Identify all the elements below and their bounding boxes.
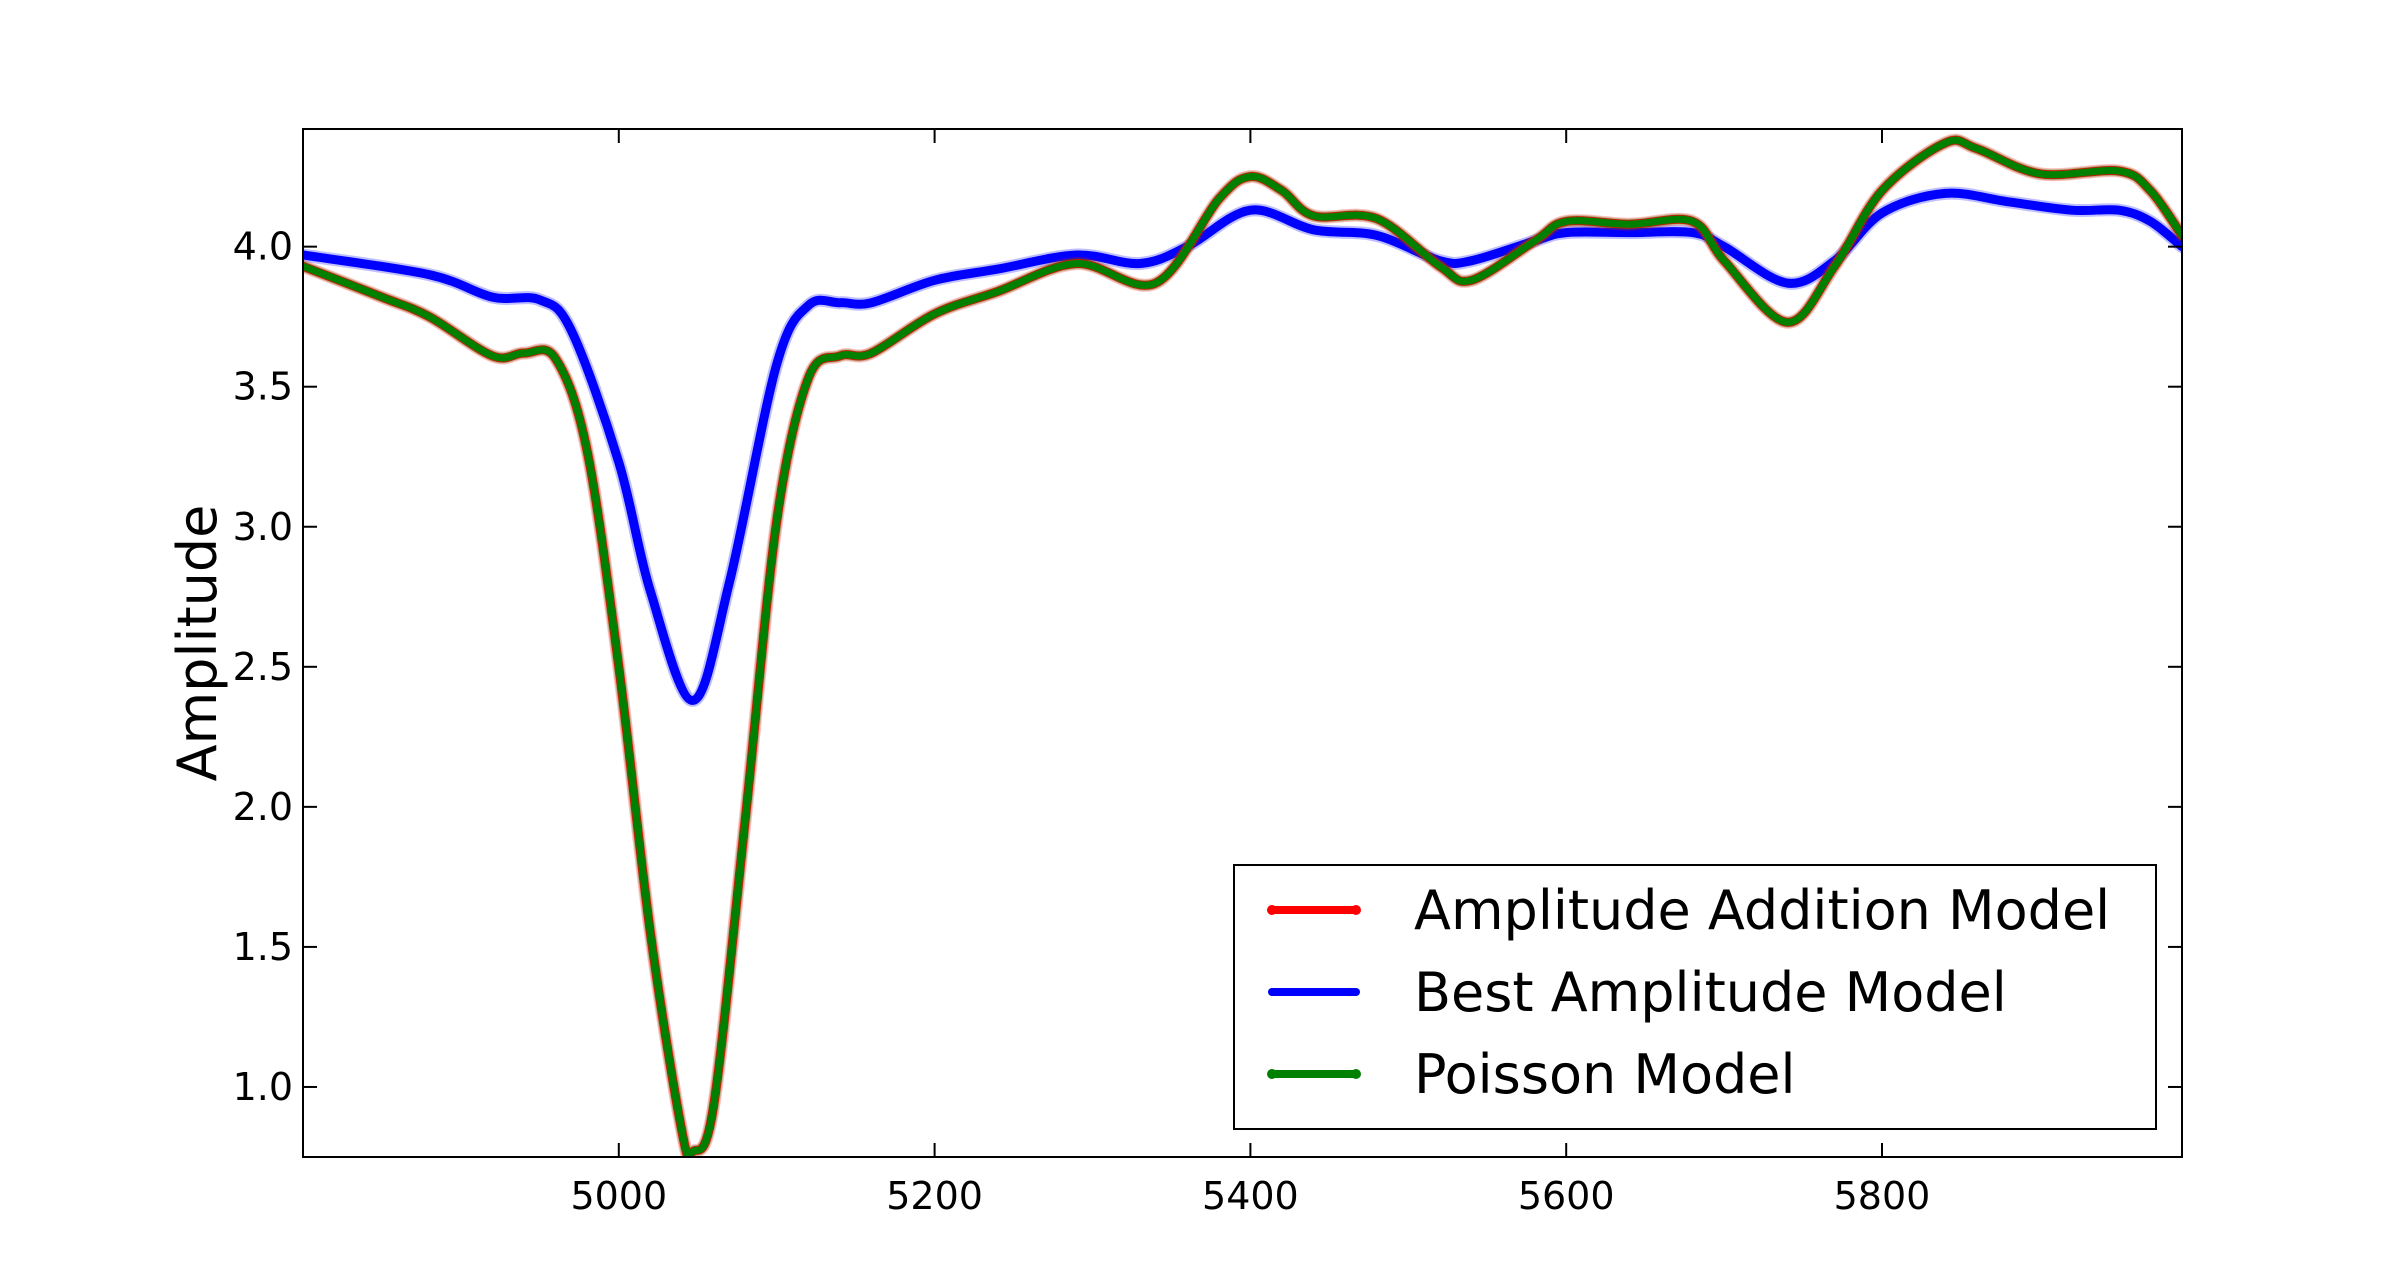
legend-marker bbox=[1267, 1069, 1277, 1079]
y-tick-label: 2.0 bbox=[233, 785, 293, 829]
series-line-poisson-model bbox=[303, 136, 2182, 1157]
x-tick-label: 5800 bbox=[1834, 1174, 1931, 1218]
legend-label-best-amplitude-model: Best Amplitude Model bbox=[1414, 961, 2007, 1024]
y-tick-label: 4.0 bbox=[233, 225, 293, 269]
y-tick-label: 1.0 bbox=[233, 1065, 293, 1109]
axis-ticks bbox=[303, 129, 2182, 1157]
legend-box bbox=[1233, 864, 2157, 1130]
series-line-best-amplitude-model bbox=[303, 188, 2182, 705]
y-tick-label: 3.5 bbox=[233, 365, 293, 409]
x-tick-label: 5600 bbox=[1518, 1174, 1615, 1218]
x-tick-label: 5400 bbox=[1202, 1174, 1299, 1218]
y-axis-label: Amplitude bbox=[166, 505, 229, 782]
x-tick-labels: 5000 5200 5400 5600 5800 bbox=[570, 1174, 1930, 1218]
legend-label-poisson-model: Poisson Model bbox=[1414, 1043, 1796, 1106]
x-tick-label: 5000 bbox=[570, 1174, 667, 1218]
legend-label-amplitude-addition-model: Amplitude Addition Model bbox=[1414, 879, 2110, 942]
y-tick-labels: 1.0 1.5 2.0 2.5 3.0 3.5 4.0 bbox=[233, 225, 293, 1109]
legend-marker bbox=[1267, 905, 1277, 915]
legend-marker bbox=[1351, 905, 1361, 915]
y-tick-label: 2.5 bbox=[233, 645, 293, 689]
legend-marker bbox=[1351, 1069, 1361, 1079]
legend: Amplitude Addition Model Best Amplitude M… bbox=[1233, 864, 2157, 1130]
series-lines bbox=[303, 133, 2182, 1157]
y-tick-label: 3.0 bbox=[233, 505, 293, 549]
plot-frame bbox=[302, 128, 2183, 1158]
x-tick-label: 5200 bbox=[886, 1174, 983, 1218]
y-tick-label: 1.5 bbox=[233, 925, 293, 969]
